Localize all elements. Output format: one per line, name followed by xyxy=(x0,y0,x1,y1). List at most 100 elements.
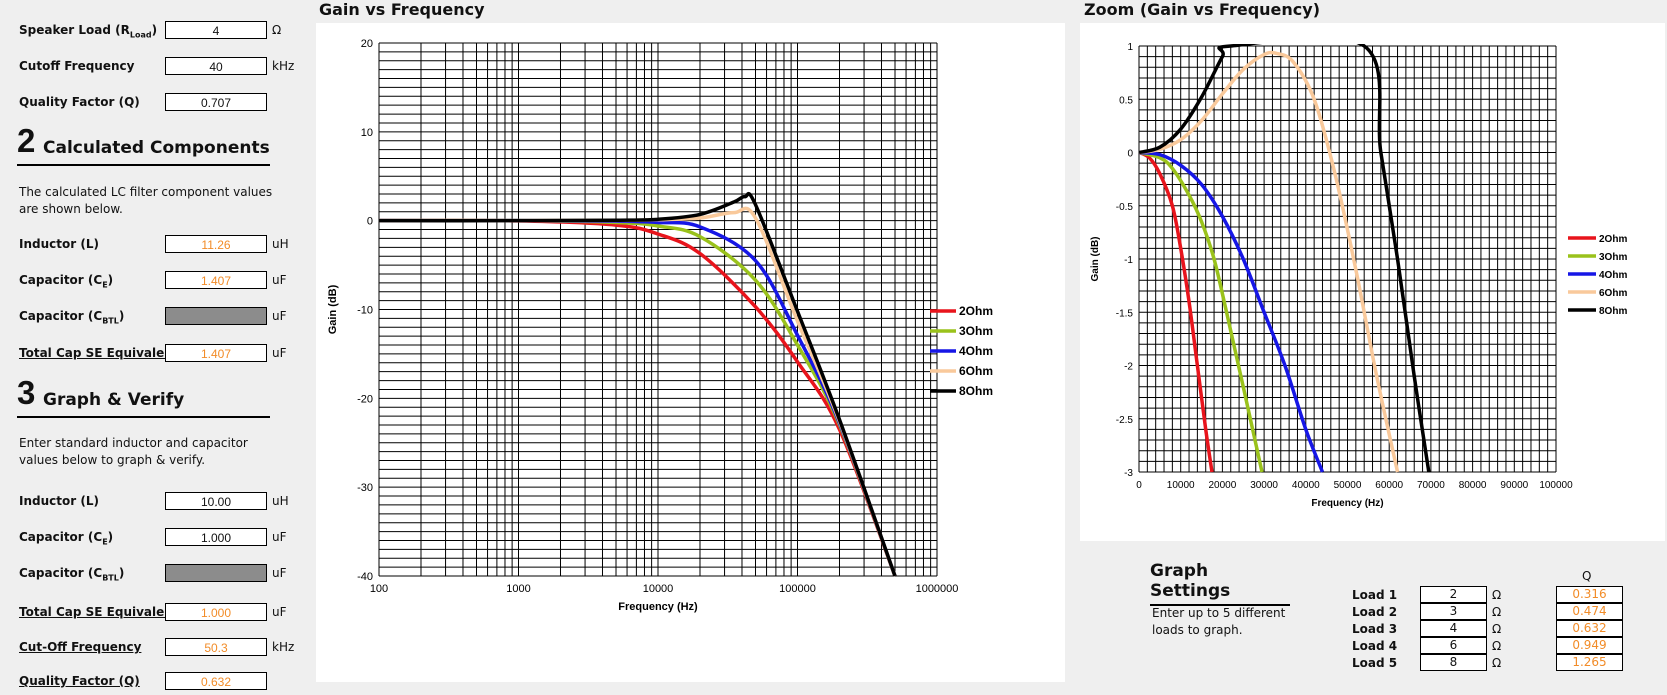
calc-total-cap-value: 1.407 xyxy=(165,344,267,362)
std-total-cap-value: 1.000 xyxy=(165,603,267,621)
load-q-value: 0.316 xyxy=(1556,586,1623,603)
calc-inductor-unit: uH xyxy=(272,237,289,251)
speaker-load-input[interactable]: 4 xyxy=(165,21,267,39)
section-3-header: 3 Graph & Verify xyxy=(17,374,270,418)
series-line-4ohm xyxy=(1139,150,1325,473)
y-tick-label: 0 xyxy=(1127,149,1133,160)
load-value-input[interactable]: 4 xyxy=(1420,620,1487,637)
calc-capacitor-se-value: 1.407 xyxy=(165,271,267,289)
std-capacitor-btl-label: Capacitor (CBTL) xyxy=(19,566,125,583)
legend-label: 2Ohm xyxy=(959,304,993,318)
load-name: Load 4 xyxy=(1352,639,1398,653)
std-inductor-input[interactable]: 10.00 xyxy=(165,492,267,510)
legend-label: 4Ohm xyxy=(959,344,993,358)
x-tick-label: 10000 xyxy=(643,583,674,595)
std-cutoff-value: 50.3 xyxy=(165,638,267,656)
load-name: Load 5 xyxy=(1352,656,1398,670)
x-tick-label: 40000 xyxy=(1292,480,1320,491)
std-total-cap-row: Total Cap SE Equivalent 1.000 uF xyxy=(0,602,300,624)
std-capacitor-btl-input[interactable] xyxy=(165,564,267,582)
std-cutoff-unit: kHz xyxy=(272,640,295,654)
x-tick-label: 80000 xyxy=(1459,480,1487,491)
series-line-2ohm xyxy=(1139,150,1214,473)
x-axis-label: Frequency (Hz) xyxy=(618,601,698,613)
graph-settings-title: Graph Settings xyxy=(1150,561,1290,606)
std-inductor-row: Inductor (L) 10.00 uH xyxy=(0,491,300,513)
graph-settings-description: Enter up to 5 different loads to graph. xyxy=(1152,606,1286,637)
legend-label: 3Ohm xyxy=(1599,252,1627,263)
series-line-3ohm xyxy=(1139,150,1264,473)
calc-capacitor-se-row: Capacitor (CE) 1.407 uF xyxy=(0,270,300,292)
load-q-value: 1.265 xyxy=(1556,654,1623,671)
std-inductor-label: Inductor (L) xyxy=(19,494,99,508)
load-value-input[interactable]: 6 xyxy=(1420,637,1487,654)
load-value-input[interactable]: 3 xyxy=(1420,603,1487,620)
y-tick-label: -10 xyxy=(357,305,373,317)
section-3-description: Enter standard inductor and capacitor va… xyxy=(19,436,248,467)
x-tick-label: 90000 xyxy=(1500,480,1528,491)
load-unit: Ω xyxy=(1492,588,1502,602)
load-row: Load 5 8 Ω 1.265 xyxy=(1100,654,1660,671)
x-tick-label: 60000 xyxy=(1375,480,1403,491)
calc-capacitor-se-label: Capacitor (CE) xyxy=(19,273,114,290)
x-tick-label: 50000 xyxy=(1334,480,1362,491)
quality-factor-input[interactable]: 0.707 xyxy=(165,93,267,111)
y-tick-label: 10 xyxy=(361,127,373,139)
load-q-value: 0.474 xyxy=(1556,603,1623,620)
section-3-number: 3 xyxy=(17,374,36,411)
calc-inductor-label: Inductor (L) xyxy=(19,237,99,251)
load-row: Load 1 2 Ω 0.316 xyxy=(1100,586,1660,603)
std-capacitor-se-input[interactable]: 1.000 xyxy=(165,528,267,546)
legend-label: 2Ohm xyxy=(1599,234,1627,245)
load-unit: Ω xyxy=(1492,605,1502,619)
std-capacitor-se-label: Capacitor (CE) xyxy=(19,530,114,547)
main-chart-title: Gain vs Frequency xyxy=(319,0,485,19)
calc-capacitor-btl-label: Capacitor (CBTL) xyxy=(19,309,125,326)
x-tick-label: 1000000 xyxy=(916,583,959,595)
load-value-input[interactable]: 2 xyxy=(1420,586,1487,603)
calc-capacitor-btl-unit: uF xyxy=(272,309,287,323)
cutoff-frequency-label: Cutoff Frequency xyxy=(19,59,135,73)
x-tick-label: 1000 xyxy=(506,583,530,595)
graph-settings: Graph Settings Enter up to 5 different l… xyxy=(1100,555,1660,695)
std-cutoff-row: Cut-Off Frequency 50.3 kHz xyxy=(0,637,300,659)
cutoff-frequency-input[interactable]: 40 xyxy=(165,57,267,75)
load-name: Load 2 xyxy=(1352,605,1398,619)
std-total-cap-label: Total Cap SE Equivalent xyxy=(19,605,179,619)
load-name: Load 1 xyxy=(1352,588,1398,602)
main-chart-panel[interactable]: 20 10 0 -10 -20 -30 -40 100 1000 10000 100000 10000… xyxy=(316,23,1065,682)
calc-total-cap-unit: uF xyxy=(272,346,287,360)
series-line-8ohm xyxy=(379,191,897,577)
load-value-input[interactable]: 8 xyxy=(1420,654,1487,671)
cutoff-frequency-unit: kHz xyxy=(272,59,295,73)
calc-capacitor-btl-value xyxy=(165,307,267,325)
zoom-chart-title: Zoom (Gain vs Frequency) xyxy=(1084,0,1320,19)
y-axis-label: Gain (dB) xyxy=(327,284,339,334)
calc-total-cap-label: Total Cap SE Equivalent xyxy=(19,346,179,360)
load-unit: Ω xyxy=(1492,622,1502,636)
speaker-load-label: Speaker Load (RLoad) xyxy=(19,23,158,40)
load-row: Load 2 3 Ω 0.474 xyxy=(1100,603,1660,620)
std-capacitor-se-row: Capacitor (CE) 1.000 uF xyxy=(0,527,300,549)
std-quality-label: Quality Factor (Q) xyxy=(19,674,140,688)
calc-total-cap-row: Total Cap SE Equivalent 1.407 uF xyxy=(0,343,300,365)
std-quality-row: Quality Factor (Q) 0.632 xyxy=(0,671,300,693)
zoom-chart-panel[interactable]: 1 0.5 0 -0.5 -1 -1.5 -2 -2.5 -3 0 10000 20000 30000 4… xyxy=(1080,23,1665,541)
x-tick-label: 0 xyxy=(1136,480,1142,491)
y-tick-label: 0.5 xyxy=(1119,95,1133,106)
load-unit: Ω xyxy=(1492,656,1502,670)
load-row: Load 4 6 Ω 0.949 xyxy=(1100,637,1660,654)
std-capacitor-se-unit: uF xyxy=(272,530,287,544)
cutoff-frequency-row: Cutoff Frequency 40 kHz xyxy=(0,56,300,78)
x-tick-label: 70000 xyxy=(1417,480,1445,491)
y-tick-label: -1.5 xyxy=(1116,308,1134,319)
section-2-title: Calculated Components xyxy=(43,138,270,158)
x-axis-label: Frequency (Hz) xyxy=(1311,498,1383,509)
std-inductor-unit: uH xyxy=(272,494,289,508)
x-tick-label: 30000 xyxy=(1250,480,1278,491)
y-tick-label: 20 xyxy=(361,38,373,50)
std-quality-value: 0.632 xyxy=(165,672,267,690)
x-tick-label: 100 xyxy=(370,583,388,595)
quality-factor-row: Quality Factor (Q) 0.707 xyxy=(0,92,300,114)
